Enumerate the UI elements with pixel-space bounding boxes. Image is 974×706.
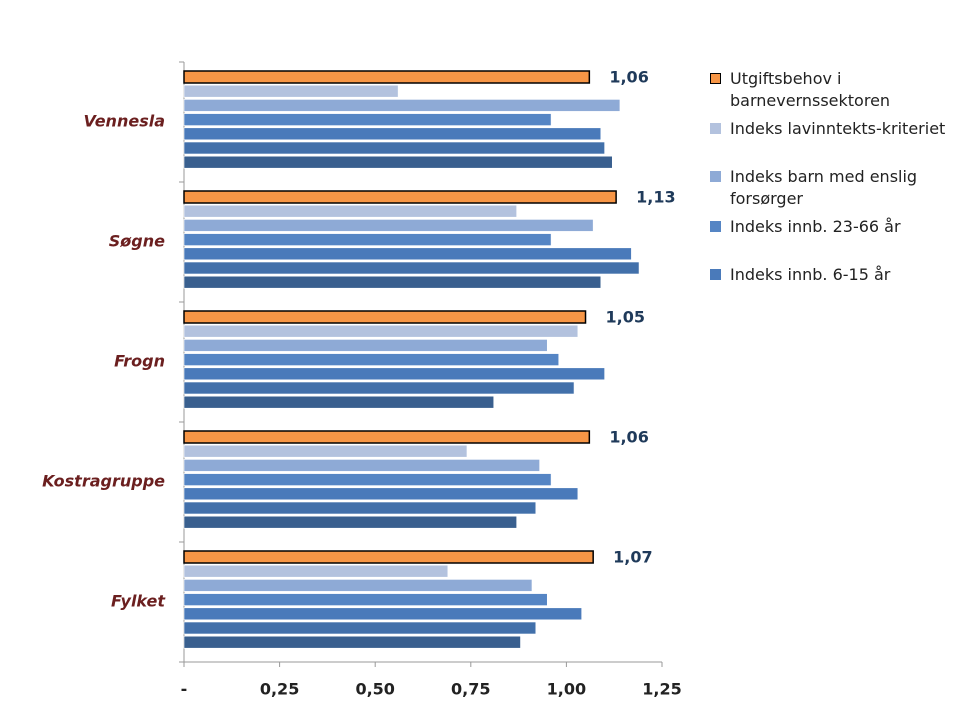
bar bbox=[183, 579, 533, 592]
legend-swatch bbox=[710, 171, 721, 182]
bar bbox=[183, 395, 495, 409]
bar bbox=[183, 261, 640, 275]
bar bbox=[183, 204, 517, 218]
legend-entry: Indeks lavinntekts-kriteriet bbox=[710, 118, 974, 140]
legend-entry: Utgiftsbehov i barnevernssektoren bbox=[710, 68, 974, 112]
bar bbox=[183, 247, 632, 261]
bar bbox=[183, 190, 617, 204]
x-tick-label: 0,50 bbox=[355, 680, 394, 699]
value-label: 1,06 bbox=[609, 428, 648, 447]
bar bbox=[183, 459, 540, 472]
bar bbox=[183, 353, 560, 366]
bar bbox=[183, 501, 537, 515]
category-label: Vennesla bbox=[83, 112, 165, 131]
x-tick-label: 1,00 bbox=[547, 680, 586, 699]
value-label: 1,06 bbox=[609, 68, 648, 87]
bar bbox=[183, 70, 591, 84]
bar bbox=[183, 550, 594, 564]
bar bbox=[183, 339, 548, 352]
bar bbox=[183, 367, 605, 381]
legend-swatch bbox=[710, 269, 721, 280]
legend-swatch bbox=[710, 221, 721, 232]
bar bbox=[183, 219, 594, 232]
category-label: Kostragruppe bbox=[42, 472, 165, 491]
bar bbox=[183, 593, 548, 606]
bar bbox=[183, 127, 602, 141]
legend-swatch bbox=[710, 73, 721, 84]
bar bbox=[183, 324, 579, 338]
bar bbox=[183, 233, 552, 246]
bar bbox=[183, 444, 468, 458]
legend-entry: Indeks innb. 6-15 år bbox=[710, 264, 974, 286]
legend-label: Utgiftsbehov i barnevernssektoren bbox=[730, 69, 891, 110]
x-tick-label: - bbox=[181, 680, 188, 699]
legend-entry: Indeks barn med enslig forsørger bbox=[710, 166, 974, 210]
bar bbox=[183, 564, 449, 578]
legend-label: Indeks innb. 6-15 år bbox=[730, 265, 891, 284]
bar bbox=[183, 310, 587, 324]
bar bbox=[183, 430, 591, 444]
x-tick-label: 0,25 bbox=[260, 680, 299, 699]
bar bbox=[183, 113, 552, 126]
bar bbox=[183, 621, 537, 635]
bar bbox=[183, 84, 399, 98]
legend-swatch bbox=[710, 123, 721, 134]
bar bbox=[183, 635, 521, 649]
category-label: Frogn bbox=[114, 352, 165, 371]
legend-label: Indeks barn med enslig forsørger bbox=[730, 167, 918, 208]
bar bbox=[183, 607, 582, 621]
category-label: Fylket bbox=[111, 592, 166, 611]
bar bbox=[183, 381, 575, 395]
value-label: 1,05 bbox=[606, 308, 645, 327]
bar bbox=[183, 473, 552, 486]
legend-label: Indeks lavinntekts-kriteriet bbox=[730, 119, 946, 138]
x-tick-label: 0,75 bbox=[451, 680, 490, 699]
bar bbox=[183, 275, 602, 289]
value-label: 1,13 bbox=[636, 188, 675, 207]
bar bbox=[183, 515, 517, 529]
value-label: 1,07 bbox=[613, 548, 652, 567]
x-tick-label: 1,25 bbox=[642, 680, 681, 699]
legend-label: Indeks innb. 23-66 år bbox=[730, 217, 901, 236]
category-label: Søgne bbox=[109, 232, 165, 251]
bar bbox=[183, 99, 621, 112]
bar bbox=[183, 141, 605, 155]
bar bbox=[183, 155, 613, 169]
legend-entry: Indeks innb. 23-66 år bbox=[710, 216, 974, 238]
bar bbox=[183, 487, 579, 501]
